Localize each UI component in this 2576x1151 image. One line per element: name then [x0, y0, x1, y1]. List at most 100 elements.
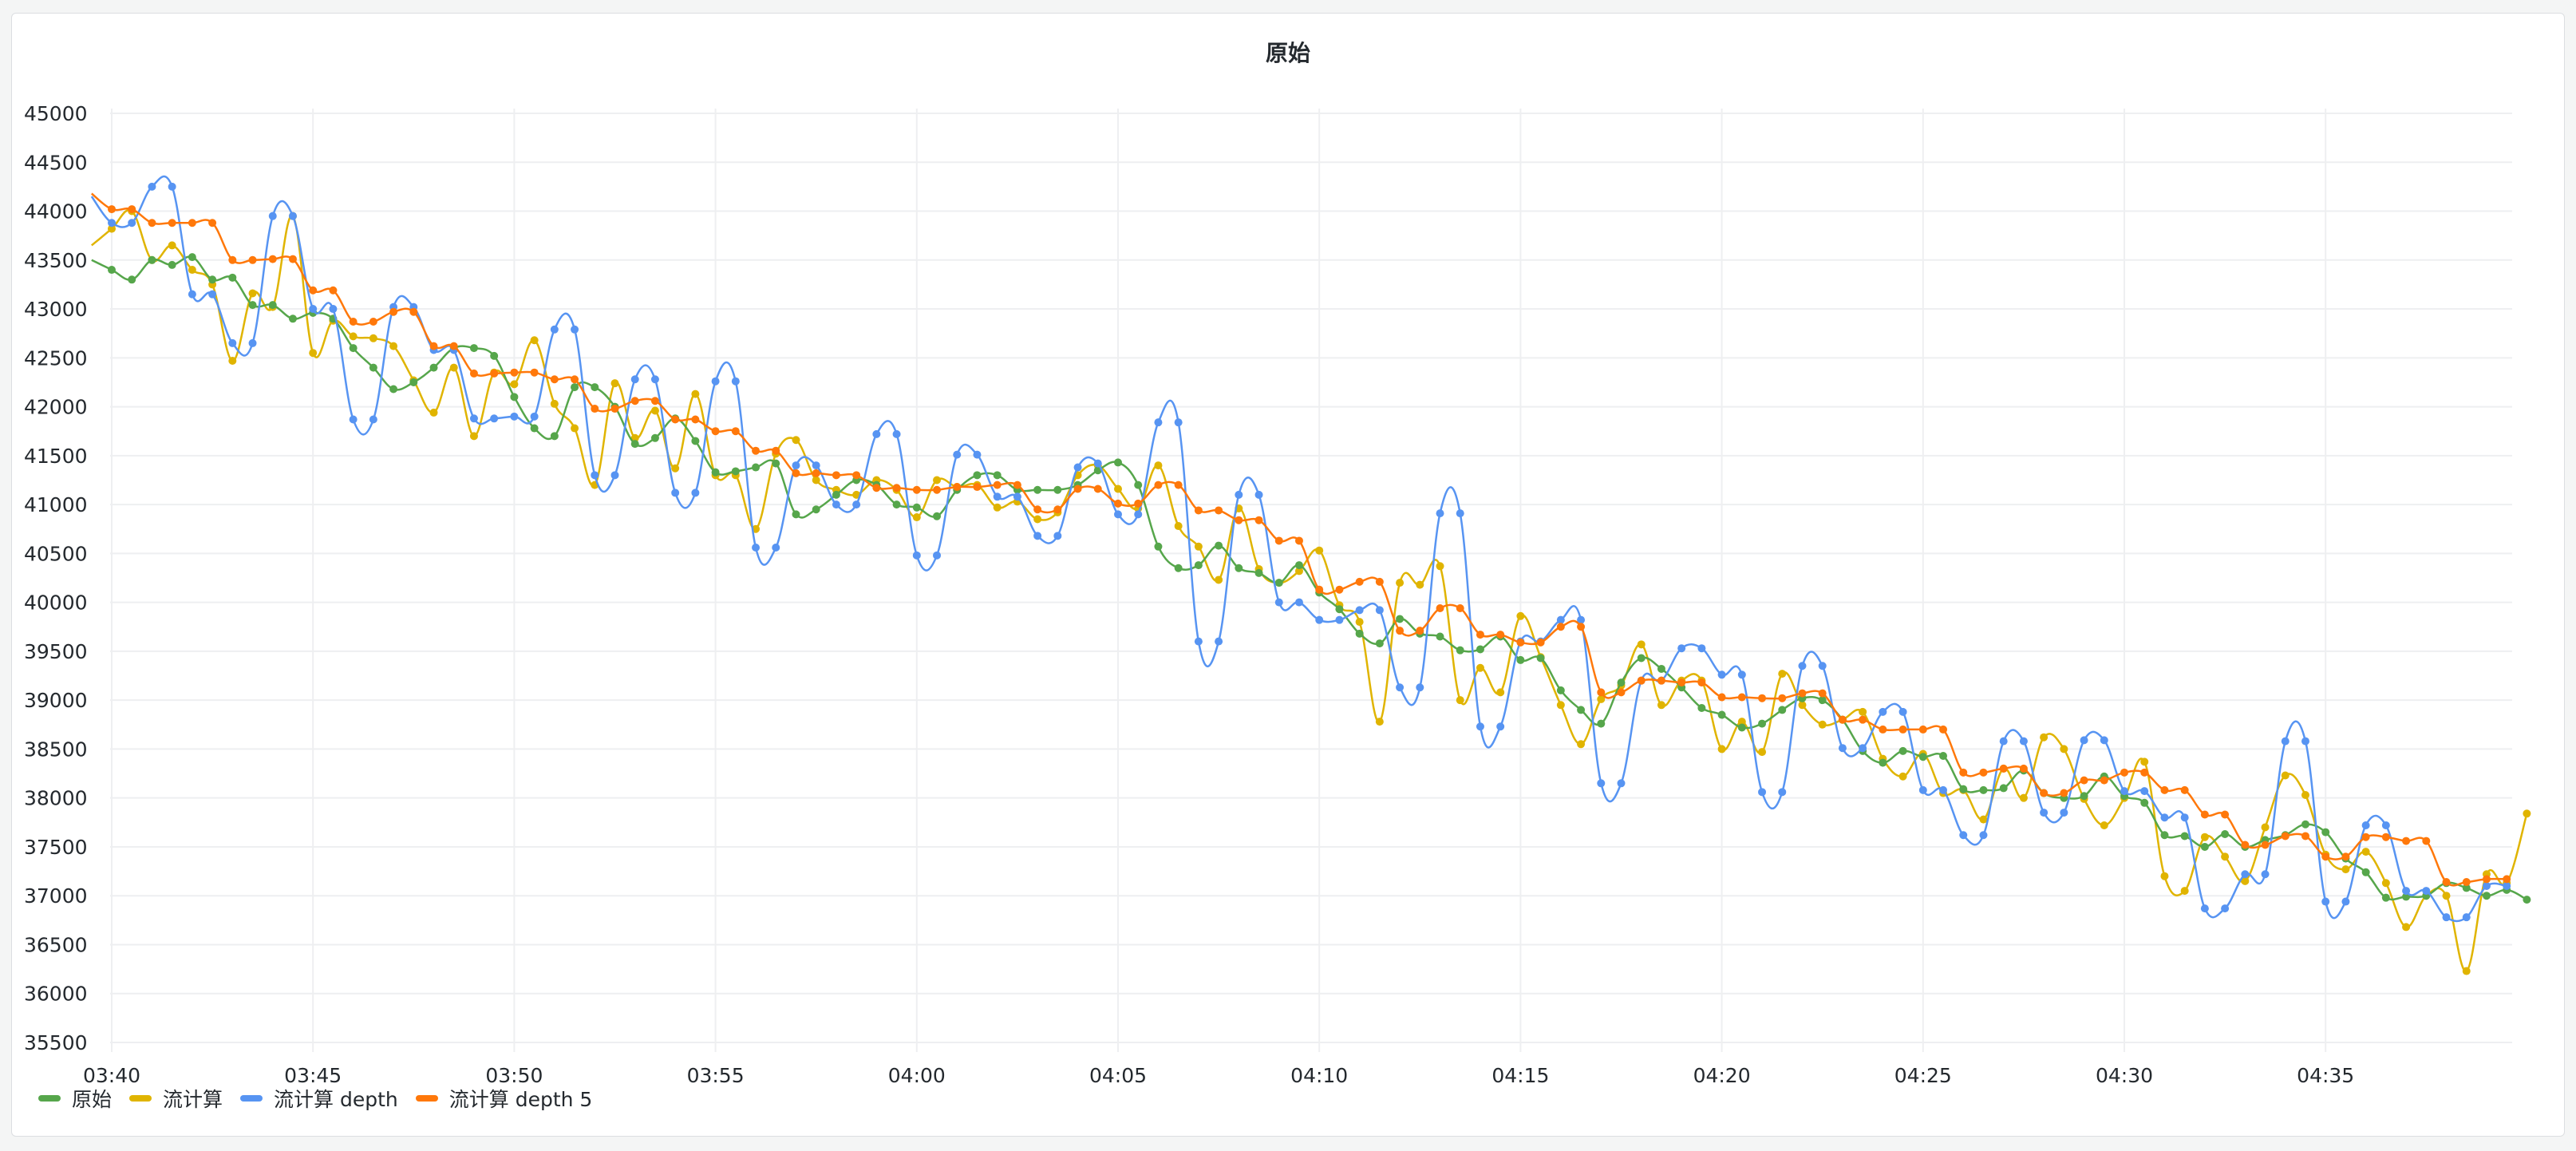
- data-point: [1959, 785, 1968, 793]
- data-point: [1516, 655, 1525, 664]
- data-point: [933, 551, 942, 560]
- data-point: [2321, 828, 2330, 837]
- data-point: [2180, 785, 2189, 794]
- data-point: [349, 415, 358, 424]
- data-point: [2442, 878, 2451, 887]
- data-point: [208, 290, 217, 299]
- data-point: [2180, 832, 2189, 841]
- data-point: [872, 429, 881, 438]
- data-point: [1416, 580, 1424, 589]
- data-point: [1798, 662, 1807, 670]
- legend-item[interactable]: 流计算 depth: [240, 1084, 398, 1113]
- legend-item[interactable]: 流计算: [129, 1084, 223, 1113]
- data-point: [449, 342, 458, 350]
- data-point: [1274, 579, 1283, 587]
- legend-item[interactable]: 原始: [38, 1084, 112, 1113]
- data-point: [1033, 532, 1042, 540]
- data-point: [1215, 506, 1223, 515]
- data-point: [610, 405, 619, 413]
- data-point: [912, 551, 921, 560]
- data-point: [1215, 637, 1223, 646]
- data-point: [288, 255, 297, 263]
- data-point: [469, 344, 478, 353]
- data-point: [188, 266, 196, 275]
- data-point: [1577, 615, 1586, 624]
- y-tick-label: 42500: [24, 346, 88, 370]
- data-point: [550, 432, 559, 441]
- y-tick-label: 37000: [24, 884, 88, 908]
- data-point: [2281, 737, 2290, 746]
- data-point: [1838, 715, 1847, 724]
- data-point: [1375, 718, 1384, 726]
- data-point: [490, 414, 499, 423]
- y-tick-label: 44500: [24, 151, 88, 174]
- data-point: [2160, 785, 2169, 794]
- data-point: [1436, 509, 1444, 518]
- panel-title[interactable]: 原始: [1265, 40, 1310, 66]
- data-point: [1898, 746, 1907, 755]
- data-point: [108, 219, 116, 227]
- data-point: [1737, 693, 1746, 702]
- data-point: [248, 301, 257, 310]
- y-tick-label: 37500: [24, 836, 88, 859]
- data-point: [1456, 696, 1464, 705]
- data-point: [912, 513, 921, 522]
- data-point: [1556, 623, 1565, 631]
- data-point: [2321, 897, 2330, 906]
- data-point: [2402, 887, 2411, 896]
- data-point: [2221, 830, 2230, 839]
- data-point: [369, 363, 377, 372]
- legend-item[interactable]: 流计算 depth 5: [415, 1084, 593, 1113]
- data-point: [2241, 876, 2250, 885]
- data-point: [1436, 632, 1444, 641]
- data-point: [1798, 689, 1807, 698]
- data-point: [691, 415, 700, 424]
- data-point: [1194, 637, 1203, 646]
- data-point: [1597, 694, 1606, 703]
- data-point: [1355, 618, 1364, 627]
- data-point: [510, 368, 519, 377]
- data-point: [1717, 745, 1726, 753]
- data-point: [1033, 505, 1042, 514]
- data-point: [993, 471, 1002, 480]
- y-tick-label: 42000: [24, 396, 88, 419]
- data-point: [309, 286, 318, 295]
- data-point: [248, 255, 257, 264]
- data-point: [993, 503, 1002, 512]
- data-point: [852, 500, 861, 509]
- y-tick-label: 35500: [24, 1031, 88, 1054]
- data-point: [490, 369, 499, 378]
- data-point: [2261, 841, 2270, 849]
- data-point: [2019, 793, 2028, 802]
- data-point: [1979, 785, 1988, 794]
- data-point: [2060, 745, 2068, 753]
- data-point: [1496, 688, 1505, 697]
- data-point: [571, 325, 579, 334]
- data-point: [1436, 562, 1444, 571]
- data-point: [389, 307, 398, 316]
- data-point: [1174, 418, 1183, 427]
- data-point: [993, 481, 1002, 489]
- data-point: [550, 399, 559, 408]
- data-point: [409, 307, 418, 316]
- axes: 35500 36000 36500 37000 37500 38000 38500 39000…: [24, 102, 2354, 1087]
- y-tick-label: 38000: [24, 787, 88, 810]
- data-point: [2140, 798, 2149, 807]
- data-point: [832, 490, 840, 499]
- data-point: [2241, 841, 2250, 849]
- data-point: [892, 500, 901, 509]
- data-point: [2221, 810, 2230, 819]
- data-point: [2442, 892, 2451, 900]
- data-point: [148, 255, 156, 264]
- legend-label: 流计算 depth 5: [448, 1088, 593, 1111]
- data-point: [128, 219, 136, 227]
- data-point: [369, 415, 377, 424]
- data-point: [1194, 542, 1203, 551]
- data-point: [2341, 852, 2350, 861]
- data-point: [812, 469, 820, 477]
- data-point: [2180, 887, 2189, 896]
- data-point: [731, 427, 740, 436]
- data-point: [1758, 788, 1767, 797]
- data-point: [148, 182, 156, 191]
